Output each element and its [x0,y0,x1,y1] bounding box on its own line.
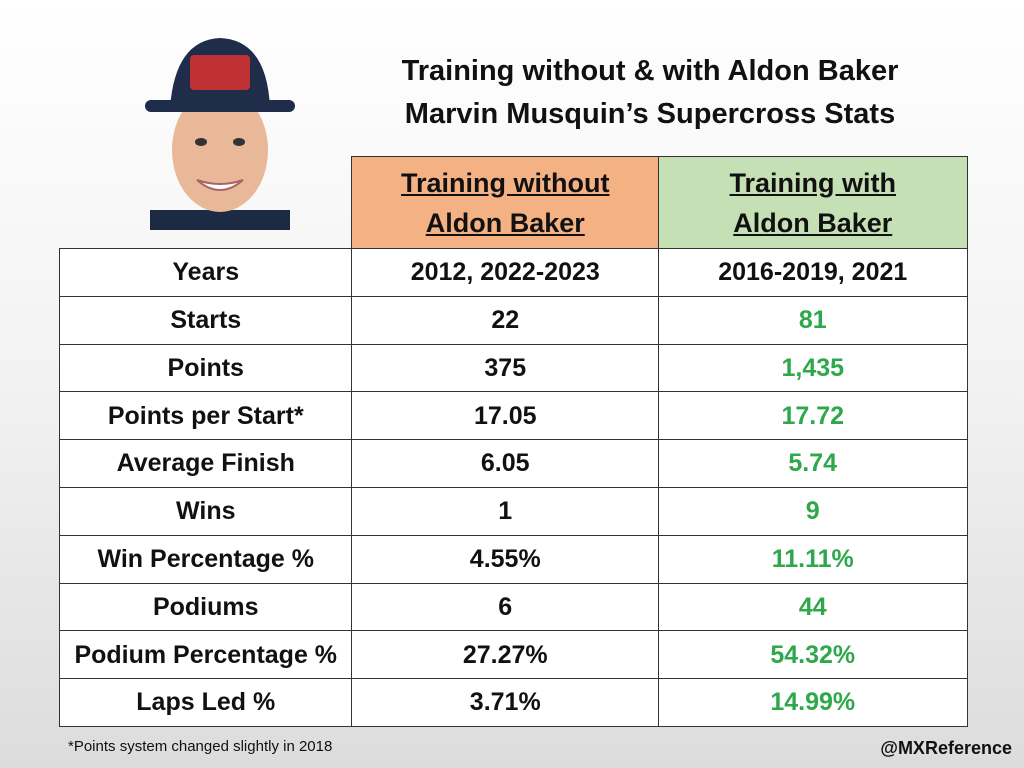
subtitle: Marvin Musquin’s Supercross Stats [404,98,896,130]
column-header: Training without Aldon Baker [351,156,660,250]
cell-value: 1,435 [658,343,968,393]
row-label: Points per Start* [59,391,353,441]
row-label: Average Finish [59,439,353,489]
cell-value: 14.99% [658,678,968,728]
cell-value: 1 [351,487,660,537]
credit: @MXReference [880,738,1012,758]
portrait [145,38,295,230]
row-label: Laps Led % [59,678,353,728]
title: Training without & with Aldon Baker [401,55,899,87]
cell-value: 17.72 [658,391,968,441]
cell-value: 4.55% [351,534,660,585]
cell-value: 54.32% [658,630,968,680]
row-label: Win Percentage % [59,534,353,585]
cell-value: 44 [658,582,968,632]
cell-value: 3.71% [351,678,660,728]
cell-value: 5.74 [658,439,968,489]
footnote: *Points system changed slightly in 2018 [68,738,333,755]
cell-value: 27.27% [351,630,660,680]
row-label: Wins [59,487,353,537]
row-label: Points [59,343,353,393]
row-label: Podiums [59,582,353,632]
cell-value: 81 [658,295,968,346]
cell-value: 6 [351,582,660,632]
cell-value: 2012, 2022-2023 [351,248,660,298]
row-label: Podium Percentage % [59,630,353,680]
cell-value: 11.11% [658,534,968,585]
cell-value: 2016-2019, 2021 [658,248,968,298]
cell-value: 375 [351,343,660,393]
cell-value: 17.05 [351,391,660,441]
cell-value: 22 [351,295,660,346]
row-label: Starts [59,295,353,346]
column-header: Training with Aldon Baker [658,156,968,250]
row-label: Years [59,248,353,298]
cell-value: 9 [658,487,968,537]
cell-value: 6.05 [351,439,660,489]
